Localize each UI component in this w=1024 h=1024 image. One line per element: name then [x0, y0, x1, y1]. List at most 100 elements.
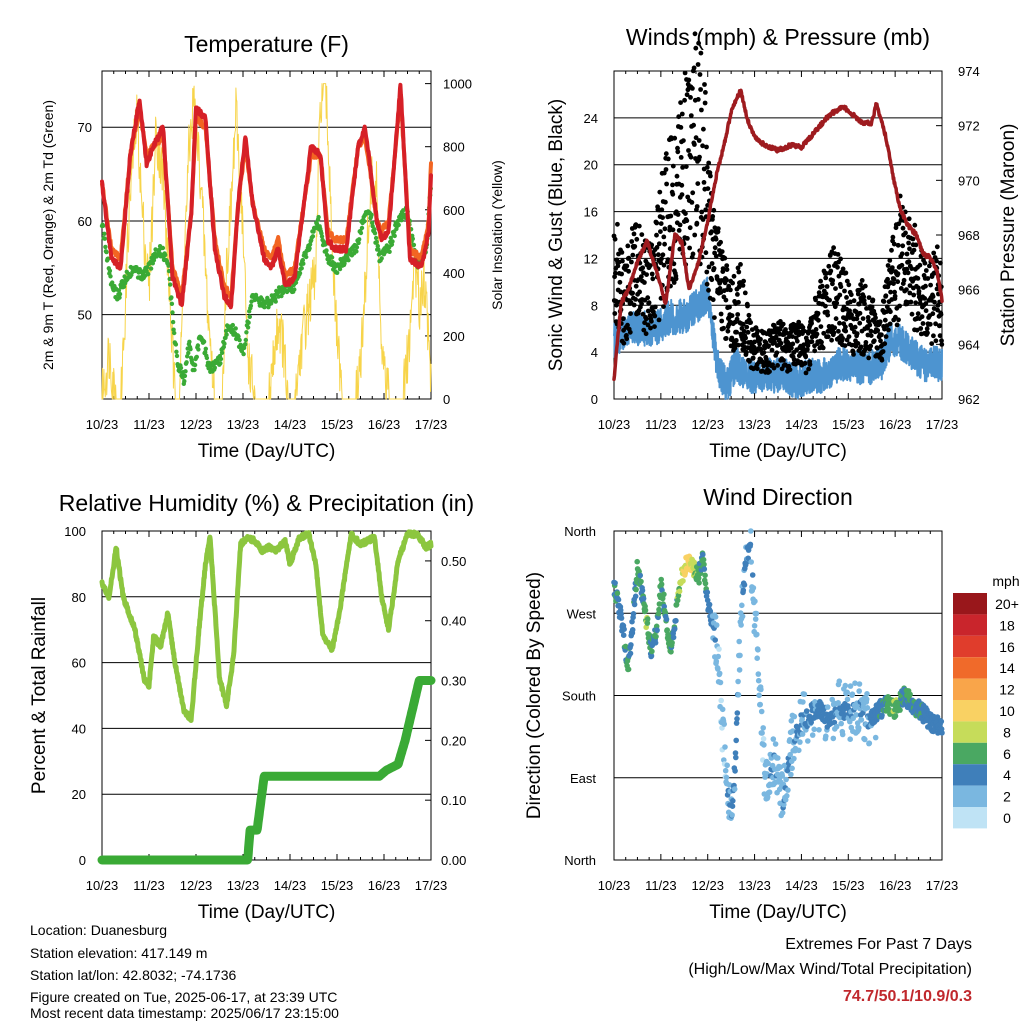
p1-point-gust	[735, 292, 740, 297]
p1-point-gust	[858, 344, 864, 350]
p3-point-direction	[856, 725, 862, 731]
p1-point-gust	[787, 367, 793, 373]
p3-point-direction	[648, 653, 655, 659]
p1-point-gust	[699, 209, 705, 215]
p1-point-gust	[758, 347, 764, 352]
colorbar-label: 6	[1003, 746, 1011, 762]
p1-point-gust	[627, 329, 633, 335]
p0-point-dewpoint	[108, 274, 113, 279]
p3-point-direction	[805, 738, 811, 744]
p1-point-gust	[866, 295, 872, 300]
p3-point-direction	[761, 742, 767, 748]
colorbar-swatch	[953, 614, 987, 636]
p1-point-gust	[694, 220, 700, 226]
p3-point-direction	[704, 597, 711, 604]
p3-x-tick-label: 10/23	[598, 878, 631, 893]
p3-point-direction	[787, 737, 793, 743]
p1-point-gust	[844, 278, 850, 284]
p3-point-direction	[734, 716, 740, 722]
p1-point-gust	[645, 308, 651, 314]
p3-point-direction	[632, 593, 639, 600]
p1-point-gust	[939, 342, 945, 347]
p0-point-dewpoint	[362, 219, 367, 224]
p1-point-gust	[654, 245, 660, 250]
p1-point-gust	[629, 239, 635, 244]
p1-point-gust	[667, 224, 673, 230]
p1-point-gust	[680, 165, 685, 170]
p1-point-gust	[858, 282, 863, 287]
p1-y2-tick-label: 964	[958, 337, 980, 352]
p1-point-gust	[804, 338, 810, 344]
p0-point-dewpoint	[174, 349, 179, 354]
p3-point-direction	[669, 639, 675, 646]
p2-y2-tick-label: 0.10	[441, 793, 466, 808]
p1-point-gust	[704, 281, 710, 287]
p3-point-direction	[733, 720, 740, 726]
recent-timestamp-text: Most recent data timestamp: 2025/06/17 2…	[30, 1005, 339, 1021]
p0-point-dewpoint	[324, 248, 329, 253]
p1-y2-tick-label: 962	[958, 392, 980, 407]
p1-point-gust	[687, 245, 692, 251]
p3-point-direction	[695, 575, 702, 581]
p1-point-gust	[663, 151, 669, 157]
p1-point-gust	[723, 297, 729, 303]
p1-point-gust	[925, 276, 931, 281]
p1-point-gust	[803, 354, 809, 360]
p1-point-gust	[896, 221, 902, 227]
p0-point-dewpoint	[346, 258, 351, 263]
p3-x-tick-label: 14/23	[785, 878, 818, 893]
p1-point-gust	[831, 245, 836, 251]
p3-point-direction	[737, 652, 743, 659]
p0-point-dewpoint	[219, 350, 225, 355]
p0-point-dewpoint	[188, 347, 193, 352]
p3-point-direction	[856, 681, 863, 687]
p1-point-gust	[851, 352, 856, 357]
p1-point-gust	[668, 213, 674, 219]
p1-point-gust	[927, 263, 932, 269]
p2-x-tick-label: 10/23	[86, 878, 119, 893]
p1-point-gust	[720, 266, 726, 271]
p3-point-direction	[842, 682, 849, 689]
p1-point-gust	[933, 321, 938, 327]
p3-point-direction	[836, 678, 843, 684]
p0-point-dewpoint	[174, 353, 180, 359]
p2-y-tick-label: 100	[64, 524, 86, 539]
p0-point-dewpoint	[169, 295, 174, 300]
p2-x-tick-label: 13/23	[227, 878, 260, 893]
p0-point-dewpoint	[212, 365, 217, 370]
p1-point-gust	[851, 298, 857, 304]
p3-point-direction	[701, 561, 707, 568]
p1-point-gust	[674, 173, 680, 179]
p2-x-tick-label: 11/23	[133, 878, 165, 893]
p1-point-gust	[887, 321, 893, 327]
p3-point-direction	[735, 678, 741, 685]
p3-point-direction	[618, 615, 625, 621]
p3-point-direction	[938, 718, 945, 725]
p0-point-dewpoint	[121, 284, 127, 289]
p1-point-gust	[671, 280, 677, 285]
p1-point-gust	[900, 243, 906, 249]
p3-point-direction	[799, 716, 805, 722]
p0-point-dewpoint	[182, 379, 187, 384]
p1-point-gust	[636, 223, 642, 229]
p1-y-tick-label: 8	[591, 298, 598, 313]
p3-point-direction	[753, 610, 760, 617]
p1-point-gust	[694, 204, 700, 209]
p1-point-gust	[825, 334, 831, 340]
p1-point-gust	[682, 70, 688, 76]
p0-point-dewpoint	[241, 351, 246, 357]
p1-point-gust	[842, 288, 847, 294]
p1-point-gust	[849, 312, 854, 318]
p3-point-direction	[788, 718, 795, 724]
p1-point-gust	[742, 340, 747, 345]
created-text: Figure created on Tue, 2025-06-17, at 23…	[30, 989, 338, 1005]
p1-point-gust	[677, 222, 683, 228]
p1-point-gust	[740, 321, 746, 327]
p1-point-gust	[630, 290, 635, 296]
p3-point-direction	[696, 580, 702, 586]
p3-point-direction	[643, 624, 649, 631]
p1-point-gust	[644, 272, 649, 277]
p1-point-gust	[733, 338, 739, 343]
p1-point-gust	[677, 246, 683, 252]
p1-x-tick-label: 10/23	[598, 417, 631, 432]
